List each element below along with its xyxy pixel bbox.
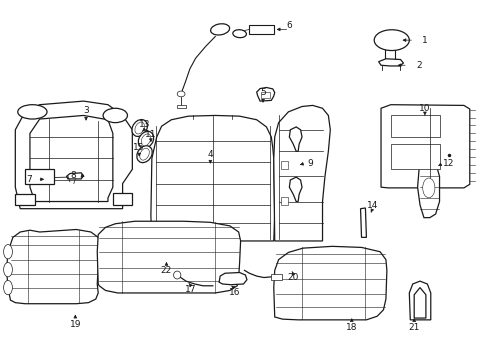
Text: 21: 21: [407, 323, 419, 332]
Ellipse shape: [137, 146, 152, 163]
Text: 15: 15: [133, 143, 144, 152]
Polygon shape: [380, 105, 469, 188]
Ellipse shape: [132, 120, 147, 136]
Text: 8: 8: [70, 171, 76, 180]
Ellipse shape: [3, 244, 12, 259]
Text: 18: 18: [346, 323, 357, 332]
Text: 10: 10: [418, 104, 430, 113]
Ellipse shape: [138, 131, 153, 148]
Bar: [390, 116, 439, 137]
Text: 11: 11: [145, 130, 156, 139]
Polygon shape: [15, 101, 132, 209]
Text: 9: 9: [307, 159, 312, 168]
Bar: [390, 144, 439, 169]
Polygon shape: [360, 208, 366, 237]
Ellipse shape: [3, 280, 12, 295]
Ellipse shape: [140, 148, 149, 160]
Text: 16: 16: [228, 288, 240, 297]
Text: 6: 6: [286, 21, 292, 30]
Polygon shape: [417, 158, 439, 218]
Text: 20: 20: [287, 273, 298, 282]
Polygon shape: [378, 59, 403, 66]
Bar: [249, 25, 273, 34]
Polygon shape: [408, 281, 430, 320]
Bar: [281, 197, 288, 205]
Bar: [177, 105, 185, 108]
Ellipse shape: [18, 105, 47, 119]
Text: 19: 19: [69, 320, 81, 329]
Polygon shape: [6, 229, 101, 304]
Text: 7: 7: [26, 175, 32, 184]
Polygon shape: [273, 246, 386, 320]
Polygon shape: [97, 221, 240, 293]
Ellipse shape: [173, 271, 181, 279]
Text: 14: 14: [366, 201, 377, 210]
Ellipse shape: [135, 122, 144, 134]
Ellipse shape: [3, 262, 12, 277]
Text: 22: 22: [161, 266, 172, 275]
Text: 5: 5: [260, 87, 265, 96]
Ellipse shape: [141, 134, 150, 146]
Bar: [260, 92, 270, 98]
Polygon shape: [289, 177, 302, 202]
Ellipse shape: [232, 30, 246, 38]
Circle shape: [177, 91, 184, 97]
Text: 1: 1: [421, 36, 427, 45]
Polygon shape: [15, 194, 35, 205]
Polygon shape: [413, 288, 425, 318]
Ellipse shape: [373, 30, 408, 50]
Text: 3: 3: [83, 105, 89, 114]
Polygon shape: [256, 87, 274, 101]
Polygon shape: [219, 273, 246, 285]
Text: 13: 13: [139, 120, 150, 129]
Bar: [25, 169, 54, 184]
Text: 12: 12: [442, 159, 453, 168]
Polygon shape: [113, 193, 132, 205]
Ellipse shape: [422, 178, 434, 198]
Bar: [271, 274, 282, 280]
Ellipse shape: [103, 108, 127, 123]
Polygon shape: [273, 105, 330, 241]
Polygon shape: [289, 127, 302, 151]
Polygon shape: [151, 116, 274, 241]
Bar: [281, 161, 288, 169]
Text: 17: 17: [185, 285, 196, 294]
Text: 4: 4: [207, 150, 213, 159]
Text: 2: 2: [415, 61, 421, 70]
Ellipse shape: [210, 24, 229, 35]
Polygon shape: [66, 173, 83, 179]
